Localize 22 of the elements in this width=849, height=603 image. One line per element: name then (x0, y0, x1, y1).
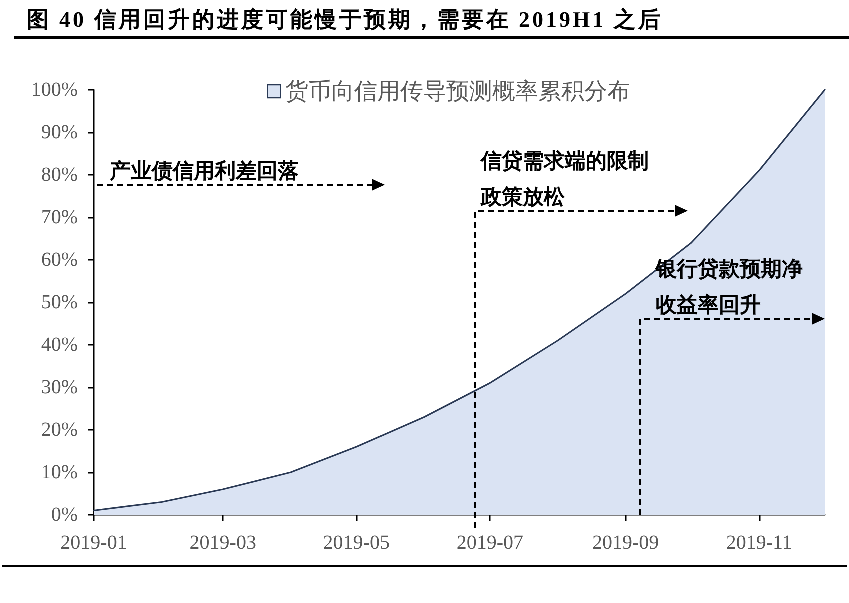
y-tick-label: 20% (41, 419, 78, 441)
y-tick-label: 50% (41, 292, 78, 314)
y-tick-label: 0% (51, 504, 78, 526)
annotation: 银行贷款预期净收益率回升 (655, 257, 803, 317)
annotation: 信贷需求端的限制政策放松 (480, 149, 649, 209)
x-tick-label: 2019-01 (60, 532, 128, 554)
legend-label: 货币向信用传导预测概率累积分布 (286, 79, 631, 104)
y-tick-label: 30% (41, 376, 78, 398)
x-tick-label: 2019-05 (323, 532, 390, 554)
y-tick-label: 100% (31, 79, 78, 101)
x-tick-label: 2019-03 (190, 532, 256, 554)
x-tick-label: 2019-11 (726, 532, 792, 554)
y-tick-label: 80% (41, 164, 78, 186)
y-tick-label: 40% (41, 334, 78, 356)
y-tick-label: 60% (41, 249, 78, 271)
y-tick-label: 70% (41, 206, 78, 228)
y-tick-label: 90% (41, 122, 78, 144)
chart-title: 图 40 信用回升的进度可能慢于预期，需要在 2019H1 之后 (27, 7, 664, 33)
annotation: 产业债信用利差回落 (109, 159, 299, 183)
y-tick-label: 10% (41, 462, 78, 484)
x-tick-label: 2019-07 (456, 532, 524, 554)
x-tick-label: 2019-09 (592, 532, 660, 554)
